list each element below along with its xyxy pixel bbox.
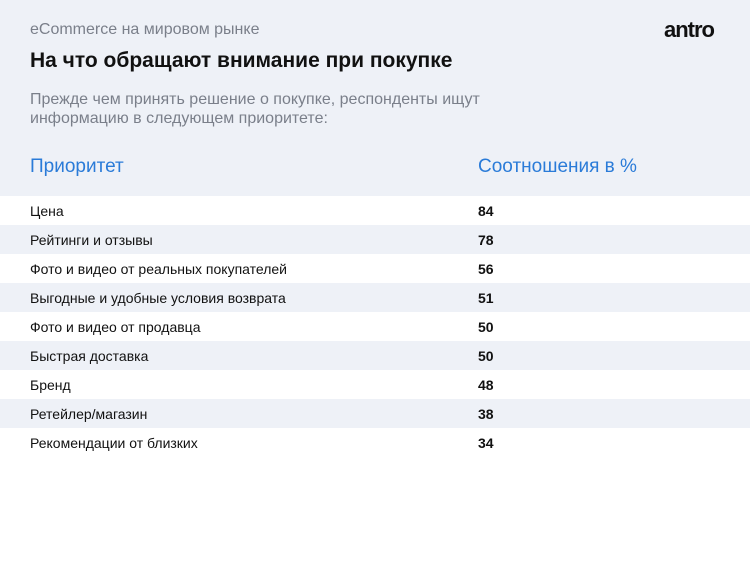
table-row: Выгодные и удобные условия возврата 51	[0, 283, 750, 312]
row-value: 50	[478, 319, 494, 335]
header-band	[0, 0, 750, 196]
row-label: Быстрая доставка	[30, 348, 149, 364]
row-label: Фото и видео от реальных покупателей	[30, 261, 287, 277]
table-row: Фото и видео от продавца 50	[0, 312, 750, 341]
table-row: Рекомендации от близких 34	[0, 428, 750, 457]
row-label: Цена	[30, 203, 64, 219]
column-header: Приоритет	[30, 156, 124, 177]
row-value: 56	[478, 261, 494, 277]
row-label: Бренд	[30, 377, 71, 393]
table-row: Бренд 48	[0, 370, 750, 399]
table-row: Ретейлер/магазин 38	[0, 399, 750, 428]
table-row: Быстрая доставка 50	[0, 341, 750, 370]
table-row: Рейтинги и отзывы 78	[0, 225, 750, 254]
row-value: 78	[478, 232, 494, 248]
row-label: Рейтинги и отзывы	[30, 232, 153, 248]
row-value: 84	[478, 203, 494, 219]
table-row: Цена 84	[0, 196, 750, 225]
row-value: 50	[478, 348, 494, 364]
row-label: Выгодные и удобные условия возврата	[30, 290, 286, 306]
row-value: 38	[478, 406, 494, 422]
column-header: Соотношения в %	[478, 156, 637, 177]
kicker: eCommerce на мировом рынке	[30, 21, 260, 38]
table-row: Фото и видео от реальных покупателей 56	[0, 254, 750, 283]
title: На что обращают внимание при покупке	[30, 49, 453, 72]
row-label: Рекомендации от близких	[30, 435, 198, 451]
logo: antro	[664, 17, 715, 42]
subtitle: Прежде чем принять решение о покупке, ре…	[30, 91, 480, 127]
row-label: Ретейлер/магазин	[30, 406, 148, 422]
row-value: 48	[478, 377, 494, 393]
row-value: 51	[478, 290, 494, 306]
row-value: 34	[478, 435, 494, 451]
row-label: Фото и видео от продавца	[30, 319, 201, 335]
